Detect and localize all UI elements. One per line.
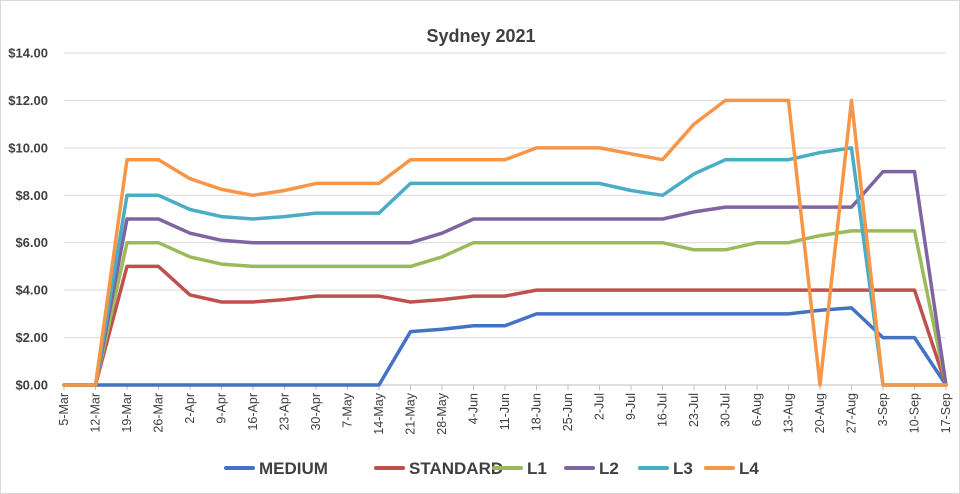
x-tick-label: 18-Jun: [530, 393, 544, 431]
x-tick-label: 6-Aug: [750, 393, 764, 426]
y-tick-label: $14.00: [8, 46, 48, 61]
legend-label: MEDIUM: [259, 459, 328, 478]
x-tick-label: 30-Jul: [719, 393, 733, 427]
legend-item-l3: L3: [638, 459, 693, 478]
x-tick-label: 23-Jul: [687, 393, 701, 427]
legend-label: L4: [739, 459, 759, 478]
x-tick-label: 19-Mar: [120, 393, 134, 433]
x-tick-label: 21-May: [404, 392, 418, 434]
y-axis-ticks: $0.00 $2.00 $4.00 $6.00 $8.00 $10.00 $12.00 $14…: [8, 46, 48, 393]
x-tick-label: 26-Mar: [152, 393, 166, 433]
legend-item-l1: L1: [492, 459, 547, 478]
y-tick-label: $4.00: [15, 283, 48, 298]
x-tick-label: 27-Aug: [845, 393, 859, 433]
legend-label: L1: [527, 459, 547, 478]
y-tick-label: $10.00: [8, 140, 48, 155]
series-line-standard: [62, 264, 948, 387]
legend-label: STANDARD: [409, 459, 503, 478]
x-tick-label: 28-May: [435, 392, 449, 434]
y-tick-label: $0.00: [15, 378, 48, 393]
x-tick-label: 9-Jul: [624, 393, 638, 420]
chart-title: Sydney 2021: [426, 26, 535, 46]
x-tick-label: 20-Aug: [813, 393, 827, 433]
y-tick-label: $6.00: [15, 235, 48, 250]
legend-label: L3: [673, 459, 693, 478]
x-tick-label: 17-Sep: [939, 393, 953, 433]
series-line-medium: [62, 306, 948, 387]
x-tick-label: 16-Apr: [246, 393, 260, 431]
x-tick-label: 12-Mar: [89, 393, 103, 433]
series-lines: [62, 98, 948, 387]
x-tick-label: 30-Apr: [309, 393, 323, 431]
y-tick-label: $12.00: [8, 93, 48, 108]
x-tick-label: 23-Apr: [278, 393, 292, 431]
legend-item-l4: L4: [704, 459, 759, 478]
x-tick-label: 2-Apr: [183, 393, 197, 424]
series-line-l3: [62, 146, 948, 387]
x-axis-ticks: 5-Mar 12-Mar 19-Mar 26-Mar 2-Apr 9-Apr 16-Apr 2…: [57, 385, 953, 435]
gridlines: [64, 52, 946, 386]
y-tick-label: $2.00: [15, 330, 48, 345]
series-line-l4: [62, 98, 948, 387]
x-tick-label: 4-Jun: [467, 393, 481, 424]
x-tick-label: 11-Jun: [498, 393, 512, 430]
x-tick-label: 16-Jul: [656, 393, 670, 427]
x-tick-label: 13-Aug: [782, 393, 796, 433]
legend-label: L2: [599, 459, 619, 478]
x-tick-label: 10-Sep: [908, 393, 922, 433]
x-tick-label: 7-May: [341, 392, 355, 427]
x-tick-label: 25-Jun: [561, 393, 575, 431]
y-tick-label: $8.00: [15, 188, 48, 203]
legend: MEDIUM STANDARD L1 L2 L3 L4: [224, 459, 759, 478]
x-tick-label: 14-May: [372, 392, 386, 434]
x-tick-label: 9-Apr: [215, 393, 229, 424]
legend-item-medium: MEDIUM: [224, 459, 328, 478]
x-tick-label: 2-Jul: [593, 393, 607, 420]
series-line-l2: [62, 169, 948, 387]
legend-item-standard: STANDARD: [374, 459, 503, 478]
legend-item-l2: L2: [564, 459, 619, 478]
x-tick-label: 5-Mar: [57, 393, 71, 426]
x-tick-label: 3-Sep: [876, 393, 890, 426]
series-line-l1: [62, 229, 948, 387]
